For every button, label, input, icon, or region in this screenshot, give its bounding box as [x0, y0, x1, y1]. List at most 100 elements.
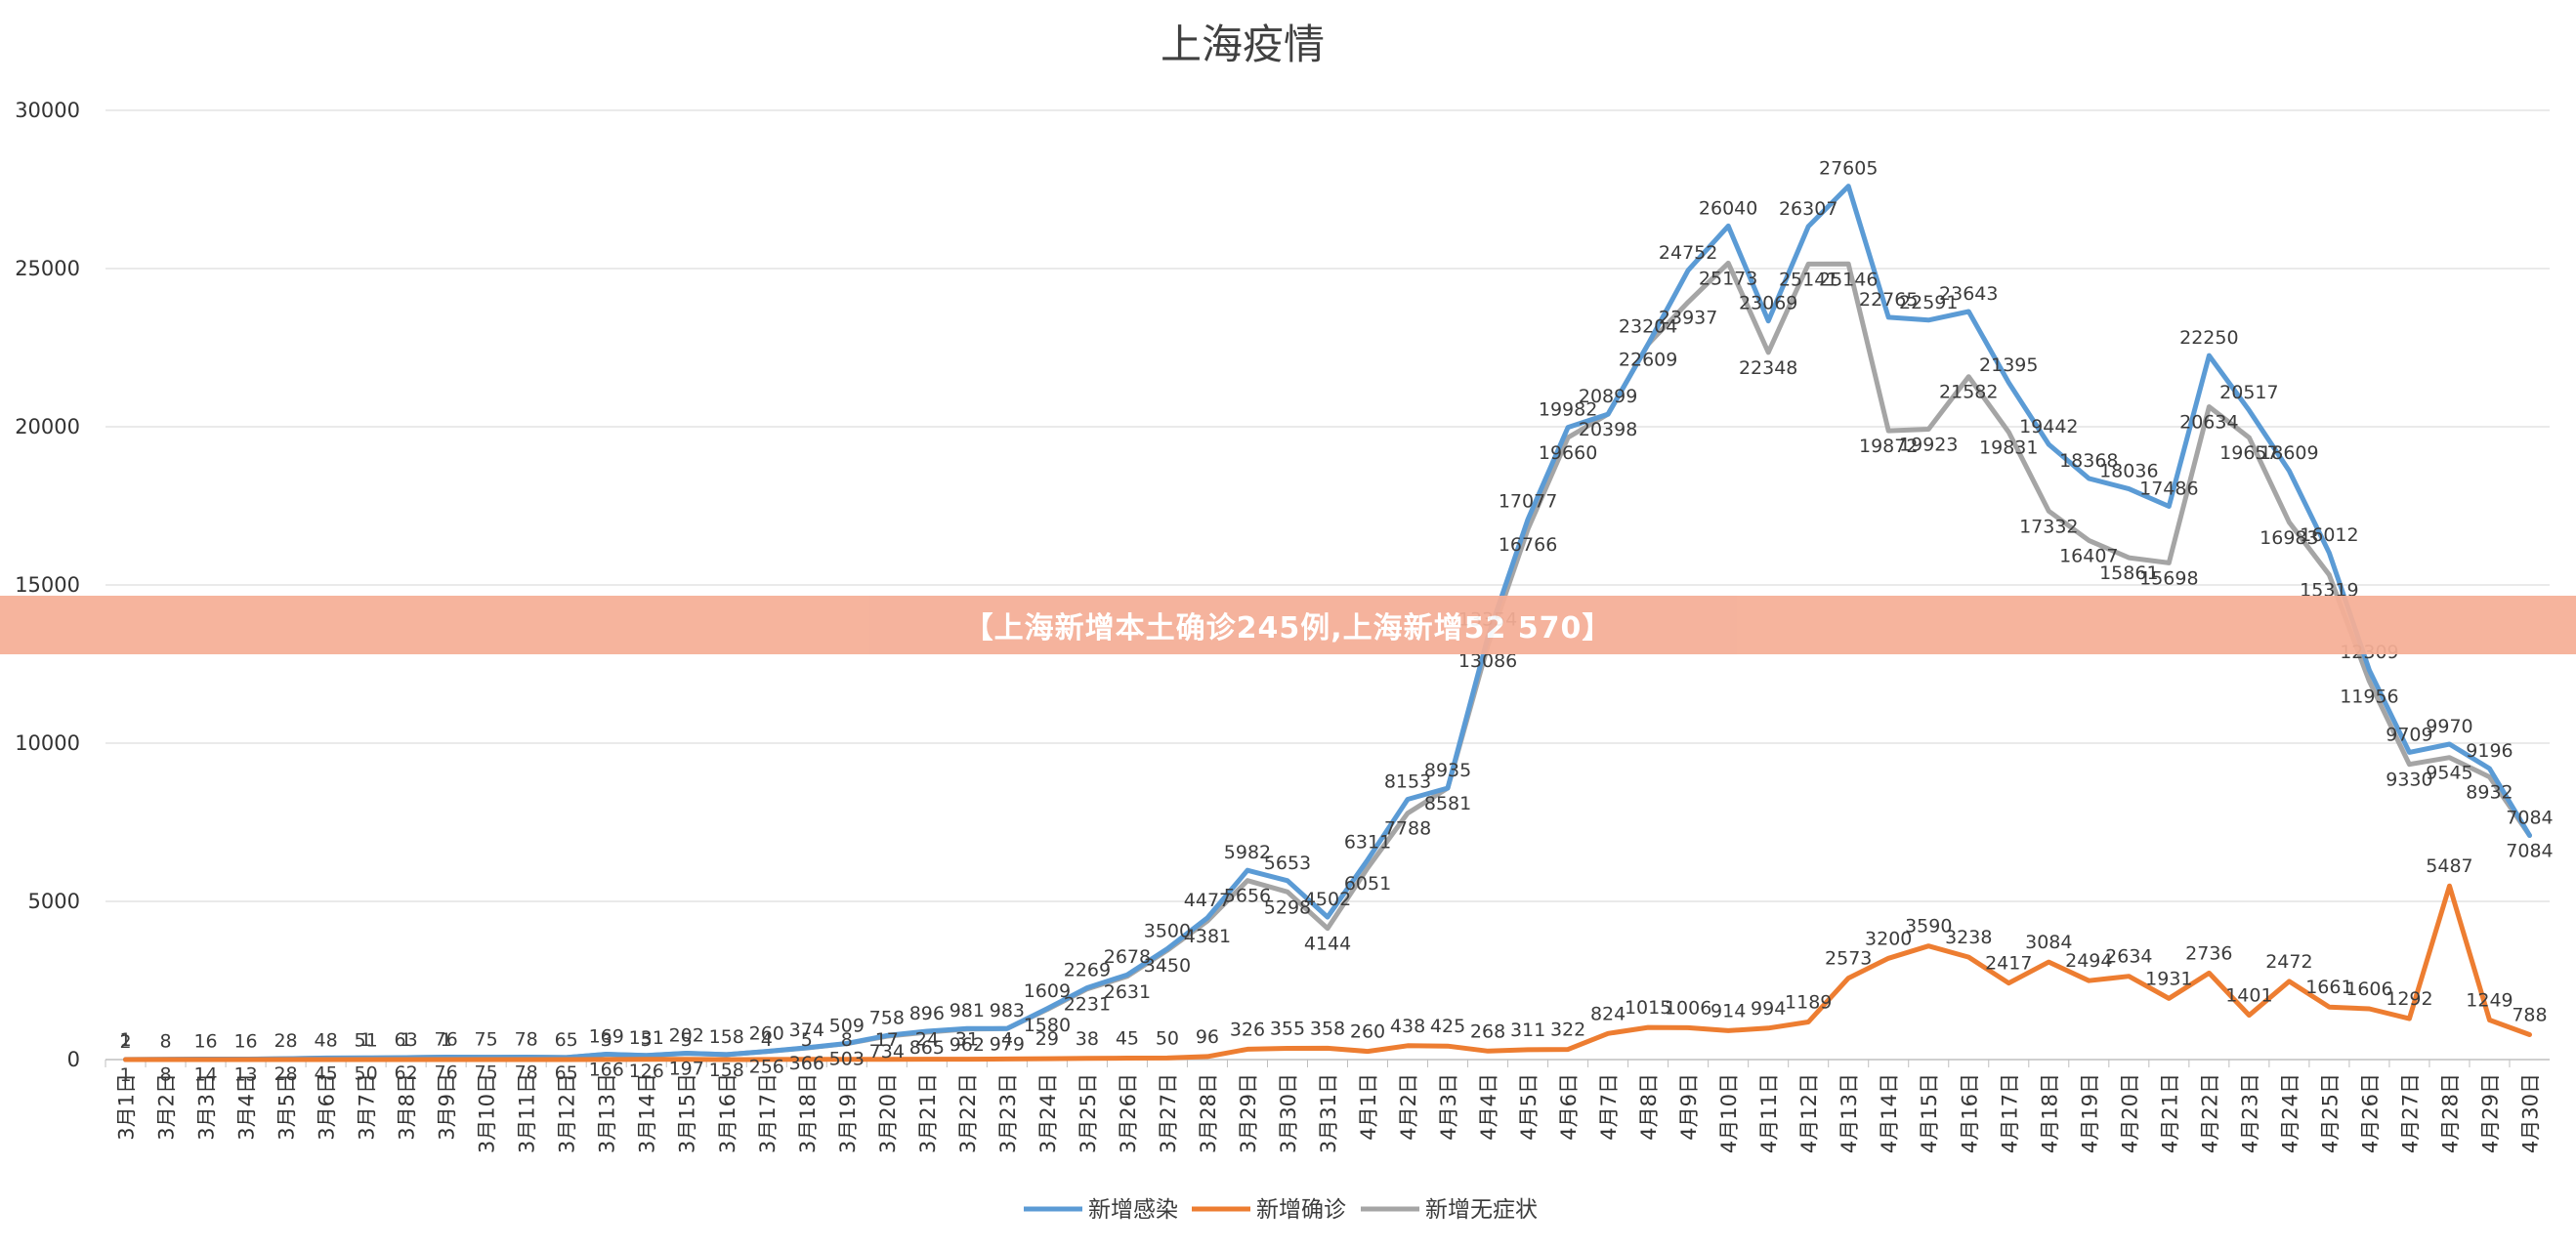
x-tick-label: 3月15日 [676, 1073, 699, 1153]
y-axis-ticks: 0 5000 10000 15000 20000 25000 30000 [15, 99, 80, 1071]
headline-banner-text: 【上海新增本土确诊245例,上海新增52 570】 [963, 611, 1613, 646]
data-label: 25146 [1819, 269, 1878, 290]
data-label: 21582 [1939, 382, 1998, 403]
x-tick-label: 4月28日 [2438, 1073, 2462, 1153]
data-label: 21395 [1979, 354, 2038, 376]
data-label: 23204 [1619, 315, 1677, 337]
data-label: 22765 [1859, 289, 1918, 311]
data-label: 18368 [2059, 450, 2118, 472]
data-label: 6051 [1344, 873, 1391, 895]
data-label: 9970 [2426, 716, 2472, 737]
data-label: 19831 [1979, 437, 2038, 458]
data-label: 75 [475, 1062, 498, 1084]
data-label: 5298 [1264, 896, 1311, 918]
x-axis-ticks: 3月1日 3月2日 3月3日 3月4日 3月5日 3月6日 3月7日 3月8日 3月9日 3月10… [105, 1060, 2542, 1153]
data-label: 18609 [2259, 442, 2318, 464]
data-label: 865 [909, 1037, 945, 1059]
data-label: 2494 [2065, 950, 2112, 972]
data-label: 3238 [1945, 927, 1992, 948]
x-tick-label: 3月9日 [436, 1073, 459, 1141]
data-label: 48 [314, 1029, 337, 1051]
data-label: 5653 [1264, 853, 1311, 874]
data-label: 4381 [1184, 926, 1231, 947]
data-label: 358 [1310, 1018, 1345, 1039]
data-label: 78 [515, 1028, 538, 1050]
data-label: 3450 [1144, 955, 1191, 977]
data-label: 131 [629, 1027, 664, 1049]
x-tick-label: 4月20日 [2118, 1073, 2141, 1153]
data-label: 2269 [1064, 959, 1111, 980]
x-tick-label: 4月22日 [2198, 1073, 2221, 1153]
x-tick-label: 4月8日 [1637, 1073, 1661, 1141]
data-label: 19442 [2019, 416, 2078, 438]
data-label: 5982 [1224, 842, 1271, 863]
data-label: 425 [1430, 1016, 1465, 1037]
data-label: 25173 [1699, 268, 1757, 289]
x-tick-label: 3月3日 [195, 1073, 219, 1141]
x-tick-label: 3月28日 [1197, 1073, 1220, 1153]
x-tick-label: 3月8日 [396, 1073, 419, 1141]
data-label: 1249 [2466, 990, 2513, 1012]
data-label: 1292 [2386, 988, 2432, 1010]
x-tick-label: 4月19日 [2078, 1073, 2101, 1153]
data-label: 438 [1390, 1016, 1425, 1037]
data-label: 16983 [2259, 527, 2318, 549]
data-label: 6311 [1344, 832, 1391, 854]
data-label: 9330 [2386, 770, 2432, 791]
data-label: 8 [159, 1031, 171, 1053]
data-label: 169 [589, 1026, 624, 1048]
data-label: 366 [789, 1053, 824, 1074]
series-line [123, 883, 2532, 1062]
data-label: 1006 [1665, 997, 1711, 1019]
x-tick-label: 3月4日 [235, 1073, 259, 1141]
x-tick-label: 4月17日 [1998, 1073, 2021, 1153]
y-tick-label: 20000 [15, 415, 80, 438]
data-label: 9196 [2466, 740, 2513, 762]
data-label: 20634 [2179, 411, 2238, 433]
x-tick-label: 3月22日 [956, 1073, 980, 1153]
data-label: 22609 [1619, 349, 1677, 370]
data-label: 3200 [1865, 928, 1912, 949]
x-tick-label: 4月24日 [2278, 1073, 2302, 1153]
data-label: 1 [119, 1064, 131, 1086]
data-label: 22250 [2179, 327, 2238, 349]
series-lines [123, 184, 2532, 1062]
data-label: 983 [990, 1000, 1025, 1021]
data-label: 1 [119, 1029, 131, 1051]
data-label: 758 [869, 1007, 905, 1028]
data-label: 1580 [1024, 1015, 1071, 1036]
data-label: 260 [749, 1023, 784, 1045]
x-tick-label: 3月7日 [356, 1073, 379, 1141]
data-label: 2 [119, 1031, 131, 1053]
x-tick-label: 3月6日 [316, 1073, 339, 1141]
x-tick-label: 4月9日 [1677, 1073, 1701, 1141]
data-label: 4502 [1304, 889, 1351, 910]
data-label: 1606 [2345, 979, 2392, 1000]
data-label: 26040 [1699, 197, 1757, 219]
x-tick-label: 4月23日 [2238, 1073, 2261, 1153]
data-label: 158 [709, 1026, 744, 1048]
x-tick-label: 3月16日 [716, 1073, 739, 1153]
data-label: 1 [441, 1029, 452, 1051]
data-label: 25141 [1779, 269, 1837, 290]
x-tick-label: 4月12日 [1797, 1073, 1821, 1153]
data-label: 734 [869, 1041, 905, 1062]
data-label: 202 [669, 1024, 704, 1046]
x-tick-label: 3月24日 [1036, 1073, 1060, 1153]
data-label: 962 [950, 1034, 985, 1056]
data-label: 63 [395, 1029, 418, 1051]
data-label: 509 [829, 1016, 865, 1037]
data-label: 17332 [2019, 516, 2078, 537]
data-label: 2573 [1825, 948, 1872, 970]
x-tick-label: 4月11日 [1757, 1073, 1781, 1153]
data-label: 2231 [1064, 994, 1111, 1016]
data-label: 2634 [2105, 946, 2152, 968]
data-label: 994 [1751, 998, 1786, 1020]
data-label: 17077 [1499, 491, 1557, 513]
data-label: 20517 [2219, 382, 2278, 403]
x-tick-label: 3月10日 [476, 1073, 499, 1153]
data-label: 1 [360, 1029, 372, 1051]
data-label: 9709 [2386, 724, 2432, 745]
data-label: 9545 [2426, 763, 2472, 784]
data-label: 23643 [1939, 283, 1998, 305]
